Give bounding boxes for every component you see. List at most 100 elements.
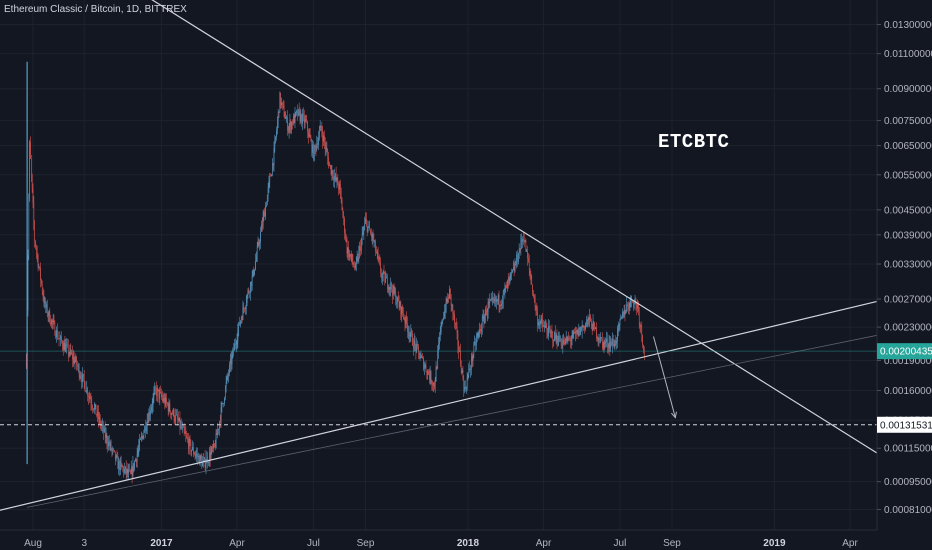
candle-body — [446, 298, 448, 302]
candle-body — [31, 158, 32, 175]
candle-body — [219, 421, 221, 423]
candle-body — [38, 266, 40, 268]
candle-body — [180, 424, 182, 428]
candle-body — [314, 145, 316, 147]
candle-body — [431, 382, 433, 384]
projection-arrow[interactable] — [653, 336, 676, 418]
candle-body — [414, 340, 416, 345]
candle-body — [118, 461, 119, 469]
candle-body — [303, 113, 304, 116]
candle-body — [27, 255, 29, 311]
candle-body — [609, 342, 611, 349]
candle-body — [148, 411, 150, 423]
candle-body — [601, 337, 602, 339]
descending-trendline[interactable] — [139, 0, 888, 460]
candle-body — [512, 267, 514, 270]
candle-body — [112, 448, 114, 450]
candle-body — [570, 338, 571, 342]
candle-body — [193, 446, 194, 454]
candle-body — [282, 103, 284, 106]
candle-body — [95, 404, 97, 415]
candle-body — [409, 334, 411, 337]
candle-body — [278, 111, 280, 113]
candle-body — [239, 322, 240, 326]
candle-body — [452, 305, 454, 314]
candle-body — [429, 371, 431, 380]
candle-body — [557, 342, 559, 346]
candle-body — [324, 142, 326, 149]
candle-body — [361, 234, 363, 241]
candle-body — [110, 442, 112, 450]
candle-body — [533, 296, 535, 297]
candle-body — [643, 344, 644, 351]
candle-body — [534, 296, 536, 308]
candle-body — [231, 354, 233, 365]
candle-body — [565, 336, 567, 339]
candle-body — [73, 356, 75, 364]
candle-body — [270, 175, 271, 177]
candle-body — [382, 274, 383, 278]
candle-body — [250, 282, 251, 294]
candle-body — [596, 338, 598, 340]
candle-body — [575, 331, 576, 334]
candle-body — [344, 218, 345, 234]
candle-body — [639, 323, 641, 326]
candle-body — [269, 175, 271, 181]
candle-body — [340, 183, 341, 192]
candle-body — [633, 302, 634, 308]
candle-body — [174, 420, 176, 421]
candle-body — [341, 199, 343, 211]
candle-body — [607, 338, 608, 347]
candle-body — [299, 111, 301, 122]
ascending-trendline[interactable] — [0, 298, 888, 513]
candle-body — [538, 321, 539, 326]
candle-body — [264, 211, 266, 217]
candle-body — [424, 365, 426, 367]
candle-body — [489, 300, 491, 304]
faint-support-line[interactable] — [27, 332, 888, 508]
candle-body — [67, 344, 68, 346]
candle-body — [281, 102, 282, 106]
candle-body — [593, 321, 595, 324]
candle-body — [427, 370, 428, 375]
candle-body — [529, 268, 531, 275]
candle-body — [99, 417, 100, 420]
candle-body — [290, 121, 292, 130]
candle-body — [604, 340, 606, 344]
candle-body — [512, 269, 513, 273]
candle-body — [497, 295, 499, 301]
candle-body — [380, 263, 381, 274]
candle-body — [338, 185, 339, 190]
candle-body — [102, 424, 103, 426]
candle-body — [448, 296, 449, 299]
candle-body — [304, 119, 306, 124]
candle-body — [251, 282, 252, 287]
candle-body — [441, 322, 443, 323]
candle-body — [580, 326, 581, 336]
candle-body — [622, 311, 623, 318]
candle-body — [418, 345, 419, 352]
candle-body — [316, 143, 318, 150]
candle-body — [565, 338, 566, 345]
candle-body — [371, 233, 373, 238]
candle-body — [109, 442, 111, 446]
candle-body — [188, 439, 190, 449]
time-axis[interactable]: Aug 3 2017 Apr Jul Sep 2018 Apr Jul Sep 2019 Apr — [24, 538, 858, 549]
candle-body — [161, 392, 162, 397]
candle-body — [625, 311, 627, 315]
x-tick-label: Apr — [229, 538, 245, 549]
candle-body — [96, 414, 98, 416]
candle-body — [277, 121, 278, 131]
price-axis[interactable]: 0.01300000 0.01100000 0.00900000 0.00750000… — [877, 20, 932, 516]
candle-body — [503, 290, 505, 292]
candle-body — [552, 332, 554, 342]
candle-body — [597, 338, 599, 340]
candle-body — [209, 452, 211, 459]
candle-body — [502, 290, 504, 301]
candle-body — [272, 163, 274, 166]
candle-body — [567, 337, 569, 342]
candle-body — [52, 319, 53, 323]
candle-body — [370, 230, 371, 233]
candle-body — [68, 353, 70, 355]
